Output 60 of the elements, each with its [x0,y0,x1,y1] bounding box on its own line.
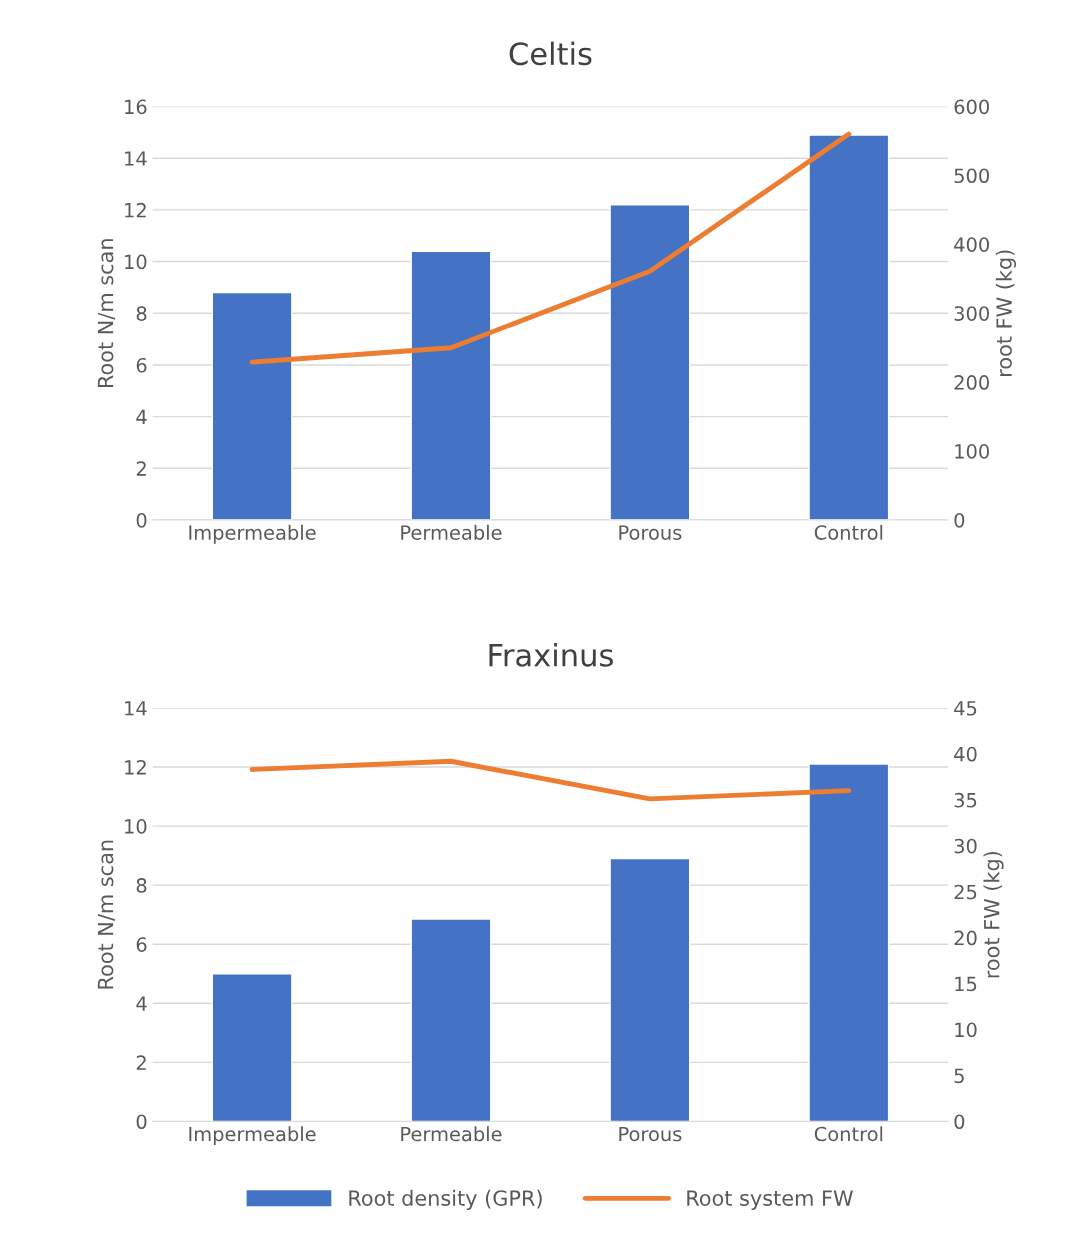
legend-label: Root density (GPR) [349,1189,542,1210]
bar [211,291,293,520]
y-tick-label: 4 [136,409,147,425]
y2-tick-label: 0 [954,512,965,528]
y2-tick-label: 20 [954,930,977,946]
x-tick-label: Control [814,1126,883,1142]
y2-tick-label: 45 [954,701,977,716]
y2-tick-label: 5 [954,1068,964,1084]
line-series [249,758,852,802]
chart-title: Fraxinus [489,643,613,667]
y2-tick-label: 500 [954,168,989,184]
bar [211,973,293,1122]
bar [410,918,492,1122]
bar [808,134,890,520]
y-tick-label: 2 [136,1055,146,1070]
x-tick-label: Control [814,524,883,540]
y2-tick-label: 0 [954,1114,965,1130]
y-tick-label: 8 [136,306,147,321]
y-tick-label: 12 [125,202,146,218]
y2-tick-label: 200 [954,375,989,390]
x-tick-label: Permeable [401,524,502,540]
y-tick-label: 12 [125,759,146,775]
y-tick-label: 4 [136,996,147,1011]
y-tick-label: 10 [125,254,147,270]
y-tick-label: 6 [136,357,147,373]
x-tick-label: Porous [619,1126,682,1142]
y2-tick-label: 40 [954,746,977,762]
y2-tick-label: 10 [955,1022,977,1038]
bar [410,250,492,520]
y2-axis-title: root FW (kg) [995,250,1016,376]
bar [808,763,890,1122]
y-tick-label: 8 [136,878,147,893]
y2-tick-label: 15 [955,976,977,992]
y-tick-label: 2 [136,461,146,476]
y-axis-title: Root N/m scan [97,840,116,989]
y2-tick-label: 400 [954,237,989,252]
y2-tick-label: 600 [954,99,989,115]
x-tick-label: Porous [619,525,682,540]
y-axis-title: Root N/m scan [97,239,116,388]
y-tick-label: 6 [136,937,147,952]
y2-tick-label: 25 [954,884,977,900]
line-series [249,131,852,365]
y-tick-label: 10 [125,819,147,834]
x-tick-label: Impermeable [189,524,316,544]
y-tick-label: 14 [125,701,147,716]
chart-title: Celtis [509,41,592,66]
y-tick-label: 0 [136,512,147,528]
x-tick-label: Permeable [401,1126,502,1142]
y2-tick-label: 30 [954,838,977,854]
y2-tick-label: 300 [954,306,989,321]
y-tick-label: 16 [125,99,147,115]
x-tick-label: Impermeable [189,1126,316,1146]
bar [609,204,691,520]
y2-axis-title: root FW (kg) [983,851,1004,978]
legend-label: Root system FW [687,1190,853,1210]
y-tick-label: 14 [125,151,147,166]
y-tick-label: 0 [136,1114,147,1130]
y2-tick-label: 35 [954,792,977,808]
y2-tick-label: 100 [955,444,989,459]
bar [609,857,691,1122]
